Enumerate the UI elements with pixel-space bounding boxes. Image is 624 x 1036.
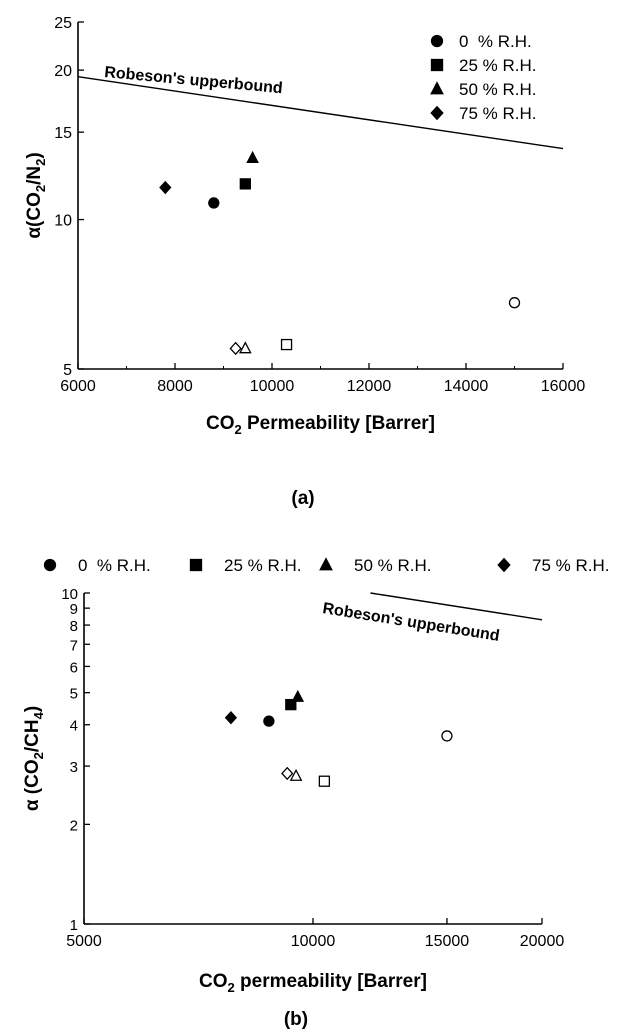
legend-marker-diamond [430,105,444,121]
y-tick-label: 25 [54,15,72,32]
x-axis-label: CO2 Permeability [Barrer] [206,413,435,437]
y-axis-label: α(CO2/N2) [24,152,48,238]
y-tick-label: 6 [70,659,78,676]
chart-a: 6000 8000 10000 12000 14000 16000 5 10 15 20 25 Rob… [24,15,585,509]
y-tick-label: 2 [70,817,78,834]
y-tick-label: 4 [70,718,78,735]
legend-label: 50 % R.H. [354,556,431,575]
triangle-filled-point [246,150,259,163]
circle-filled-point [263,715,275,727]
robeson-upperbound-line [370,592,543,621]
y-tick-label: 10 [54,213,72,230]
diamond-filled-point [224,710,238,725]
chart-a-plot: 6000 8000 10000 12000 14000 16000 5 10 15 20 25 Rob… [24,15,585,509]
legend-label: 75 % R.H. [459,104,536,123]
x-tick-label: 20000 [520,933,565,950]
x-tick-label: 16000 [541,378,586,395]
legend-marker-square [189,558,203,572]
x-tick-label: 15000 [425,933,470,950]
x-tick-label: 12000 [347,378,392,395]
legend-label: 25 % R.H. [224,556,301,575]
legend-label: 0 % R.H. [459,32,532,51]
triangle-open-point [289,768,303,781]
square-open-point [280,338,293,351]
robeson-upperbound-label: Robeson's upperbound [321,600,500,645]
x-tick-label: 10000 [291,933,336,950]
circle-open-point [441,730,453,742]
robeson-upperbound-label: Robeson's upperbound [104,64,284,97]
y-tick-label: 3 [70,759,78,776]
square-open-point [318,775,331,787]
legend-marker-triangle [319,557,333,571]
x-tick-label: 14000 [444,378,489,395]
y-tick-label: 5 [70,686,78,703]
y-tick-label: 1 [70,917,78,934]
y-tick-label: 7 [70,637,78,654]
diamond-open-point [281,766,294,781]
legend-marker-triangle [430,81,444,95]
y-tick-label: 8 [70,618,78,635]
y-axis-label: α (CO2/CH4) [22,706,46,811]
diamond-filled-point [159,180,172,195]
legend-marker-diamond [497,557,511,573]
y-tick-label: 5 [63,362,72,379]
legend-marker-square [430,58,444,72]
square-filled-point [239,178,251,190]
legend-marker-circle [43,558,57,572]
square-filled-point [285,698,297,711]
x-tick-label: 6000 [60,378,96,395]
y-tick-label: 9 [70,601,78,618]
y-tick-label: 10 [61,586,78,603]
circle-open-point [508,297,521,309]
triangle-filled-point [291,689,305,702]
legend-label: 25 % R.H. [459,56,536,75]
robeson-upperbound-line [77,75,564,150]
y-tick-label: 20 [54,63,72,80]
x-tick-label: 8000 [157,378,193,395]
legend-label: 75 % R.H. [532,556,609,575]
x-tick-label: 10000 [250,378,295,395]
y-tick-label: 15 [54,125,72,142]
diamond-open-point [229,341,242,356]
legend-label: 0 % R.H. [78,556,151,575]
x-tick-label: 5000 [66,933,102,950]
x-axis-label: CO2 permeability [Barrer] [199,971,427,995]
panel-label: (a) [291,488,314,509]
panel-label: (b) [284,1009,308,1030]
circle-filled-point [208,197,220,209]
legend-label: 50 % R.H. [459,80,536,99]
legend-marker-circle [430,34,444,48]
triangle-open-point [238,341,252,354]
